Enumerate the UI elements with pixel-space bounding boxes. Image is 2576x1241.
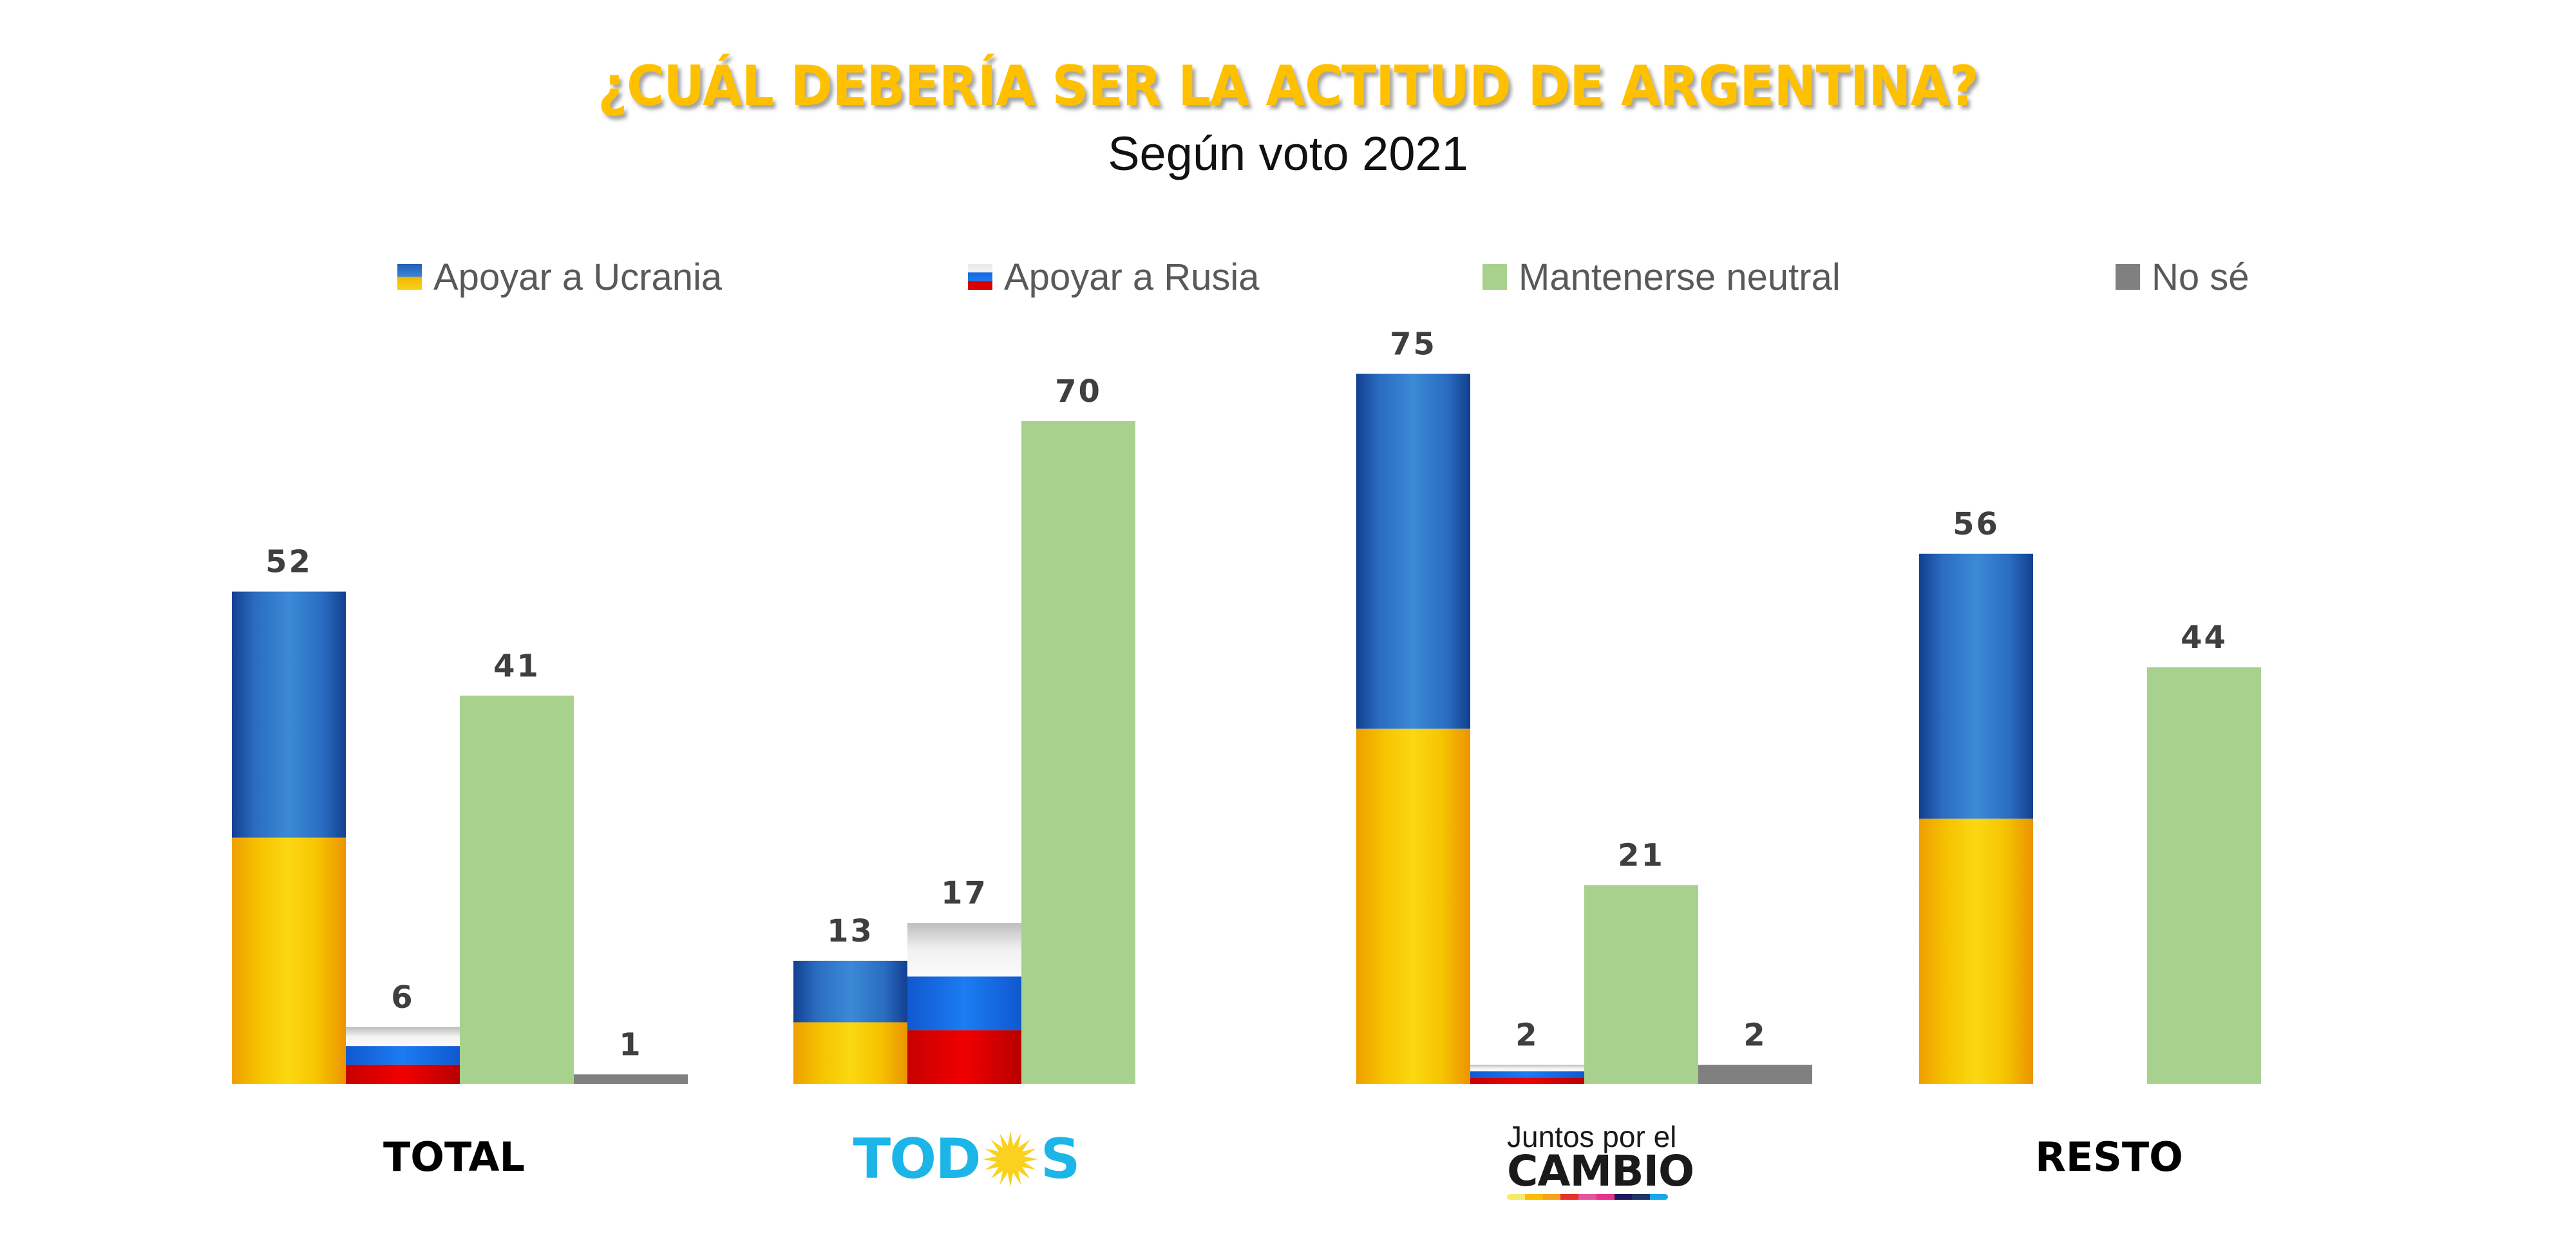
bar-segment-white [1470,1065,1584,1072]
todos-logo-text-right: S [1040,1127,1081,1191]
legend-label: Apoyar a Rusia [1004,256,1260,298]
bar-segment-yellow [232,837,346,1084]
stripe-segment [1560,1194,1579,1200]
bar-segment-yellow [1356,728,1470,1084]
bar-segment-white [346,1027,460,1047]
bar-fill [1584,885,1698,1084]
bar-fill [460,696,574,1084]
sun-icon [982,1131,1038,1188]
value-label-todos-russia: 17 [941,875,988,911]
legend-item-russia: Apoyar a Rusia [968,251,1260,303]
category-label-jxc: Juntos por el CAMBIO [1507,1122,1694,1200]
category-label-total: TOTAL [383,1133,525,1180]
bar-todos-ukraine [793,960,907,1084]
bar-segment-blue [346,1046,460,1065]
bar-todos-neutral [1021,421,1135,1084]
bar-segment-red [907,1030,1021,1084]
chart-subtitle: Según voto 2021 [1108,127,1468,180]
bar-total-neutral [460,696,574,1084]
todos-logo-text-left: TOD [853,1127,981,1191]
bar-segment-blue [1470,1071,1584,1078]
jxc-logo-top: Juntos por el [1507,1120,1677,1153]
category-label-todos: TOD S [831,1124,1101,1195]
stripe-segment [1596,1194,1615,1200]
bar-fill [1021,421,1135,1084]
chart-title: ¿CUÁL DEBERÍA SER LA ACTITUD DE ARGENTIN… [598,54,1979,118]
bar-fill [2147,667,2261,1084]
bar-segment-blue [907,976,1021,1030]
value-label-resto-neutral: 44 [2181,620,2228,656]
legend-item-nose: No sé [2116,251,2249,303]
stripe-segment [1632,1194,1651,1200]
bar-jxc-nose [1698,1065,1812,1084]
green-square-icon [1482,264,1507,290]
bar-segment-blue [1356,374,1470,729]
legend-label: No sé [2152,256,2249,298]
value-label-jxc-neutral: 21 [1618,837,1665,873]
value-label-jxc-ukraine: 75 [1390,327,1437,363]
bar-total-nose [574,1074,688,1084]
bar-segment-blue [793,960,907,1023]
bar-segment-blue [1919,553,2033,819]
bar-todos-russia [907,923,1021,1084]
bar-segment-blue [232,591,346,838]
bar-segment-yellow [793,1022,907,1084]
jxc-color-stripe [1507,1194,1668,1200]
value-label-total-nose: 1 [619,1027,642,1063]
ukraine-flag-icon [397,264,422,290]
bar-fill [1698,1065,1812,1084]
value-label-total-ukraine: 52 [265,544,312,580]
legend-item-ukraine: Apoyar a Ucrania [397,251,722,303]
bar-fill [574,1074,688,1084]
bar-segment-white [907,923,1021,977]
jxc-logo-bottom: CAMBIO [1507,1146,1694,1196]
stripe-segment [1524,1194,1543,1200]
gray-square-icon [2116,264,2140,290]
category-label-resto: RESTO [2035,1133,2183,1180]
value-label-resto-ukraine: 56 [1953,506,2000,542]
bar-jxc-ukraine [1356,374,1470,1084]
stripe-segment [1542,1194,1561,1200]
bar-total-ukraine [232,591,346,1084]
stripe-segment [1507,1194,1525,1200]
value-label-todos-neutral: 70 [1055,374,1102,410]
bar-segment-yellow [1919,819,2033,1084]
stripe-segment [1650,1194,1668,1200]
value-label-total-neutral: 41 [493,648,540,684]
bar-jxc-neutral [1584,885,1698,1084]
value-label-total-russia: 6 [391,980,414,1016]
value-label-jxc-nose: 2 [1743,1018,1766,1054]
bar-resto-ukraine [1919,553,2033,1084]
bar-resto-neutral [2147,667,2261,1084]
bar-total-russia [346,1027,460,1084]
bar-jxc-russia [1470,1065,1584,1084]
stripe-segment [1614,1194,1633,1200]
legend-label: Mantenerse neutral [1519,256,1841,298]
legend: Apoyar a Ucrania Apoyar a Rusia Mantener… [0,251,2576,303]
bar-segment-red [1470,1077,1584,1084]
legend-label: Apoyar a Ucrania [433,256,723,298]
value-label-jxc-russia: 2 [1515,1018,1539,1054]
russia-flag-icon [968,264,992,290]
stripe-segment [1578,1194,1596,1200]
legend-item-neutral: Mantenerse neutral [1482,251,1841,303]
value-label-todos-ukraine: 13 [827,913,874,949]
bar-segment-red [346,1065,460,1084]
